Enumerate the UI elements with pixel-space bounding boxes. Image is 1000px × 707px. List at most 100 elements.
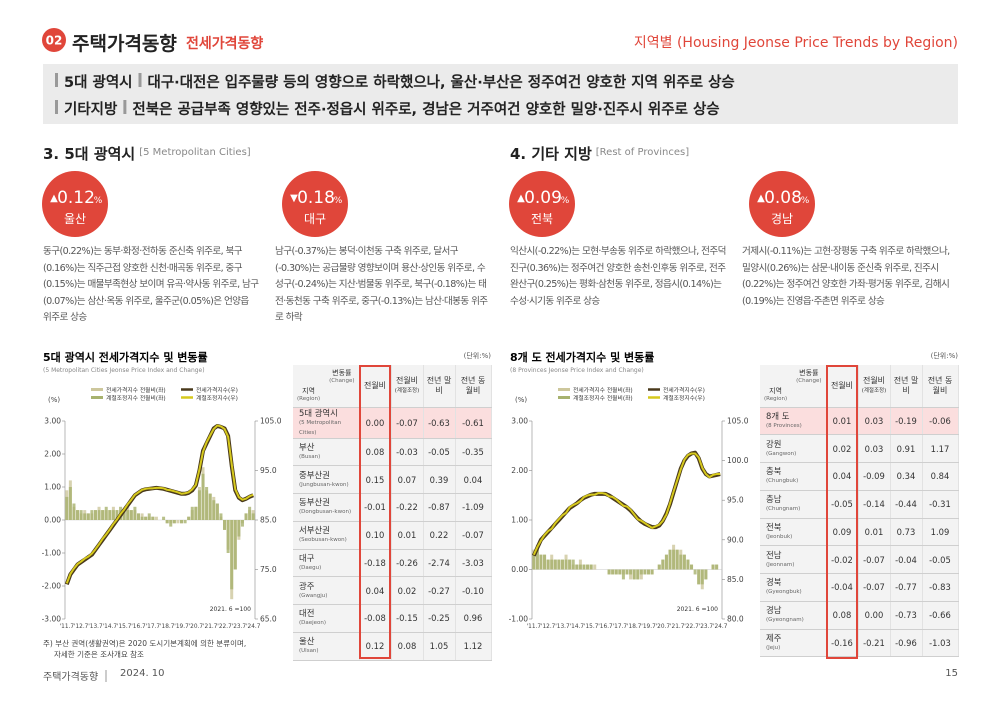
- bar: [233, 520, 237, 570]
- column-label: 전년 말비: [426, 375, 452, 395]
- column-label: 전월비: [395, 375, 419, 385]
- legend-label: 전세가격지수(우): [196, 386, 238, 394]
- y-tick-label: 1.00: [44, 483, 61, 492]
- value-cell: -0.77: [890, 573, 923, 602]
- value-cell: -0.10: [455, 576, 492, 606]
- x-tick-label: '22.7: [684, 624, 699, 630]
- bar: [607, 569, 611, 575]
- region-cell: 경남 (Gyeongnam): [760, 601, 827, 630]
- value-cell: 0.01: [826, 407, 859, 436]
- highlight-arrow: ▲: [757, 193, 765, 204]
- bar: [197, 490, 201, 520]
- value-cell: -0.15: [391, 604, 424, 633]
- bar: [690, 564, 694, 570]
- y2-tick-label: 75.0: [260, 565, 277, 574]
- value-cell: -0.07: [858, 573, 891, 602]
- bar: [79, 510, 83, 520]
- unit-label: (단위:%): [463, 352, 491, 360]
- column-outline: [826, 365, 858, 659]
- chart-subtitle: (5 Metropolitan Cities Jeonse Price Inde…: [43, 367, 205, 374]
- bar: [704, 569, 708, 580]
- bar: [593, 564, 597, 570]
- bar: [632, 569, 636, 580]
- legend-label: 전세가격지수(우): [663, 386, 705, 394]
- bar: [650, 569, 654, 575]
- highlight-unit: %: [561, 196, 570, 206]
- page-number: 15: [945, 668, 958, 679]
- bar: [664, 554, 668, 570]
- value-cell: -1.03: [922, 629, 959, 658]
- section-heading: 3. 5대 광역시: [43, 145, 136, 163]
- bar: [108, 510, 112, 520]
- bar: [625, 569, 629, 575]
- value-cell: 0.96: [455, 604, 492, 633]
- region-name-en: (Gyeongbuk): [766, 589, 802, 596]
- bar: [539, 554, 543, 570]
- region-cell: 전남 (Jeonnam): [760, 545, 827, 575]
- value-cell: 0.02: [826, 434, 859, 464]
- paragraph: 동구(0.22%)는 동부·화정·전하동 준신축 위주로, 북구(0.16%)는…: [43, 246, 259, 323]
- region-name-en: (Gyeongnam): [766, 617, 804, 624]
- value-cell: -0.02: [826, 545, 859, 575]
- region-name-en: (Jeonnam): [766, 561, 795, 568]
- value-cell: 0.73: [890, 518, 923, 547]
- column-label: 전년 동월비: [927, 375, 953, 395]
- region-name-en: (Daejeon): [299, 620, 327, 627]
- legend-label: 계절조정지수(우): [663, 394, 705, 402]
- bar: [237, 520, 241, 537]
- legend-swatch: [91, 396, 103, 399]
- corner-region: 지역 (Region): [297, 387, 320, 403]
- legend-swatch: [558, 396, 570, 399]
- x-tick-label: '24.7: [713, 624, 728, 630]
- bar: [136, 513, 140, 520]
- column-header: 전년 말비: [423, 365, 456, 408]
- footer-title: 주택가격동향: [43, 672, 99, 683]
- y-tick-label: 2.00: [44, 450, 61, 459]
- region-name-en: (Chungbuk): [766, 478, 799, 485]
- bar: [543, 554, 547, 570]
- y2-tick-label: 105.0: [260, 417, 282, 426]
- bar: [201, 473, 205, 520]
- bar: [535, 549, 539, 570]
- column-header: 전월비: [359, 365, 392, 408]
- legend-swatch: [91, 388, 103, 391]
- legend-label: 전세가격지수 전월비(좌): [106, 386, 166, 394]
- x-tick-label: '11.7: [60, 624, 75, 630]
- x-tick-label: '18.7: [627, 624, 642, 630]
- bar: [589, 564, 593, 570]
- right-title: 지역별 (Housing Jeonse Price Trends by Regi…: [633, 35, 958, 51]
- value-cell: -0.07: [391, 407, 424, 439]
- x-tick-label: '12.7: [74, 624, 89, 630]
- corner-region-label: 지역: [302, 386, 315, 395]
- highlight-circle: [509, 171, 575, 237]
- bar: [618, 569, 622, 575]
- region-cell: 광주 (Gwangju): [293, 576, 360, 606]
- region-name: 서부산권: [299, 525, 330, 536]
- highlight-region: 전북: [531, 212, 553, 226]
- highlight-value: 0.08: [764, 188, 802, 208]
- value-cell: 0.12: [359, 632, 392, 661]
- x-tick-label: '23.7: [699, 624, 714, 630]
- footnote: 자세한 기준은 조사개요 참조: [54, 650, 144, 659]
- highlight-value: 0.09: [524, 188, 562, 208]
- axis-label: (%): [48, 396, 60, 404]
- bar: [647, 569, 651, 575]
- y2-tick-label: 90.0: [727, 535, 744, 544]
- y-tick-label: -3.00: [42, 615, 62, 624]
- bar: [586, 564, 590, 570]
- value-cell: -0.09: [858, 462, 891, 491]
- bar: [151, 516, 155, 520]
- value-cell: -0.05: [423, 438, 456, 467]
- y-tick-label: -2.00: [42, 582, 62, 591]
- x-tick-label: '12.7: [541, 624, 556, 630]
- summary-marker: [55, 100, 58, 114]
- chart-note: 2021. 6 =100: [210, 606, 251, 613]
- value-cell: -0.19: [890, 407, 923, 436]
- corner-region: 지역 (Region): [764, 387, 787, 403]
- bar: [165, 520, 169, 524]
- bar: [205, 487, 209, 520]
- column-header: 전월비: [826, 365, 859, 408]
- region-cell: 부산 (Busan): [293, 438, 360, 467]
- index-line: [531, 450, 721, 557]
- value-cell: -0.66: [922, 601, 959, 630]
